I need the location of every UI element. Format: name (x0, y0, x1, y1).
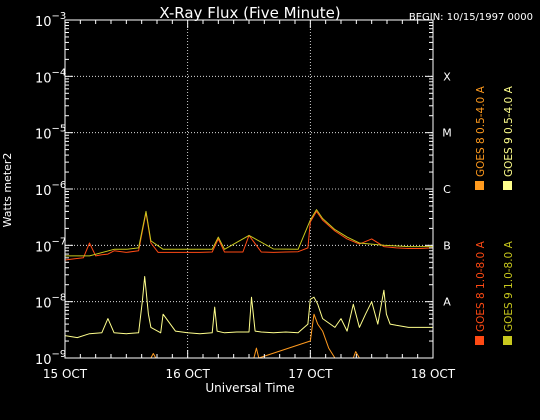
x-tick-label: 18 OCT (411, 367, 456, 381)
legend-label: GOES 8 1.0-8.0 A (475, 240, 487, 332)
series-line (65, 209, 433, 257)
legend-swatch (503, 336, 512, 345)
legend-label: GOES 9 1.0-8.0 A (503, 240, 515, 332)
y-tick-exponent: −5 (52, 124, 67, 135)
y-axis-label: Watts meter2 (1, 153, 14, 228)
begin-label: BEGIN: 10/15/1997 0000 (409, 12, 533, 23)
legend-swatch (475, 336, 484, 345)
legend-label: GOES 8 0.5-4.0 A (475, 85, 487, 177)
y-tick-exponent: −8 (52, 293, 67, 304)
y-tick-label: 10−5 (35, 124, 66, 143)
legend-layer: GOES 8 1.0-8.0 A GOES 8 0.5-4.0 A GOES 9 1… (475, 85, 515, 345)
y-tick-base: 10 (35, 15, 52, 30)
chart-title: X-Ray Flux (Five Minute) (159, 4, 340, 22)
y-tick-exponent: −4 (52, 67, 67, 78)
series-line (64, 210, 434, 261)
y-tick-label: 10−8 (35, 293, 66, 312)
y-tick-base: 10 (35, 297, 52, 312)
x-tick-label: 17 OCT (288, 367, 333, 381)
x-tick-label: 15 OCT (43, 367, 88, 381)
legend-label: GOES 9 0.5-4.0 A (503, 85, 515, 177)
y-tick-exponent: −6 (52, 180, 67, 191)
legend-swatch (475, 181, 484, 190)
x-axis-label: Universal Time (205, 381, 294, 395)
y-tick-label: 10−9 (35, 349, 66, 368)
y-tick-exponent: −7 (52, 236, 67, 247)
flare-class-label: C (443, 183, 451, 196)
y-tick-exponent: −3 (52, 11, 67, 22)
y-tick-exponent: −9 (52, 349, 67, 360)
y-tick-base: 10 (35, 184, 52, 199)
y-tick-label: 10−6 (35, 180, 66, 199)
flare-class-label: A (443, 296, 451, 309)
y-tick-label: 10−3 (35, 11, 66, 30)
flare-class-label: B (443, 239, 451, 252)
axes-layer: 10−910−810−710−610−510−410−315 OCT 16 OCT… (35, 11, 456, 381)
x-tick-label: 16 OCT (166, 367, 211, 381)
y-tick-base: 10 (35, 128, 52, 143)
legend-item: GOES 9 1.0-8.0 A (503, 240, 515, 345)
flare-class-label: M (442, 127, 452, 140)
y-tick-label: 10−4 (35, 67, 66, 86)
y-tick-base: 10 (35, 71, 52, 86)
flare-class-label: X (443, 70, 451, 83)
y-tick-base: 10 (35, 353, 52, 368)
series-line (64, 276, 433, 339)
legend-item: GOES 9 0.5-4.0 A (503, 85, 515, 190)
legend-item: GOES 8 0.5-4.0 A (475, 85, 487, 190)
y-tick-label: 10−7 (35, 236, 66, 255)
legend-swatch (503, 181, 512, 190)
y-tick-base: 10 (35, 240, 52, 255)
legend-item: GOES 8 1.0-8.0 A (475, 240, 487, 345)
